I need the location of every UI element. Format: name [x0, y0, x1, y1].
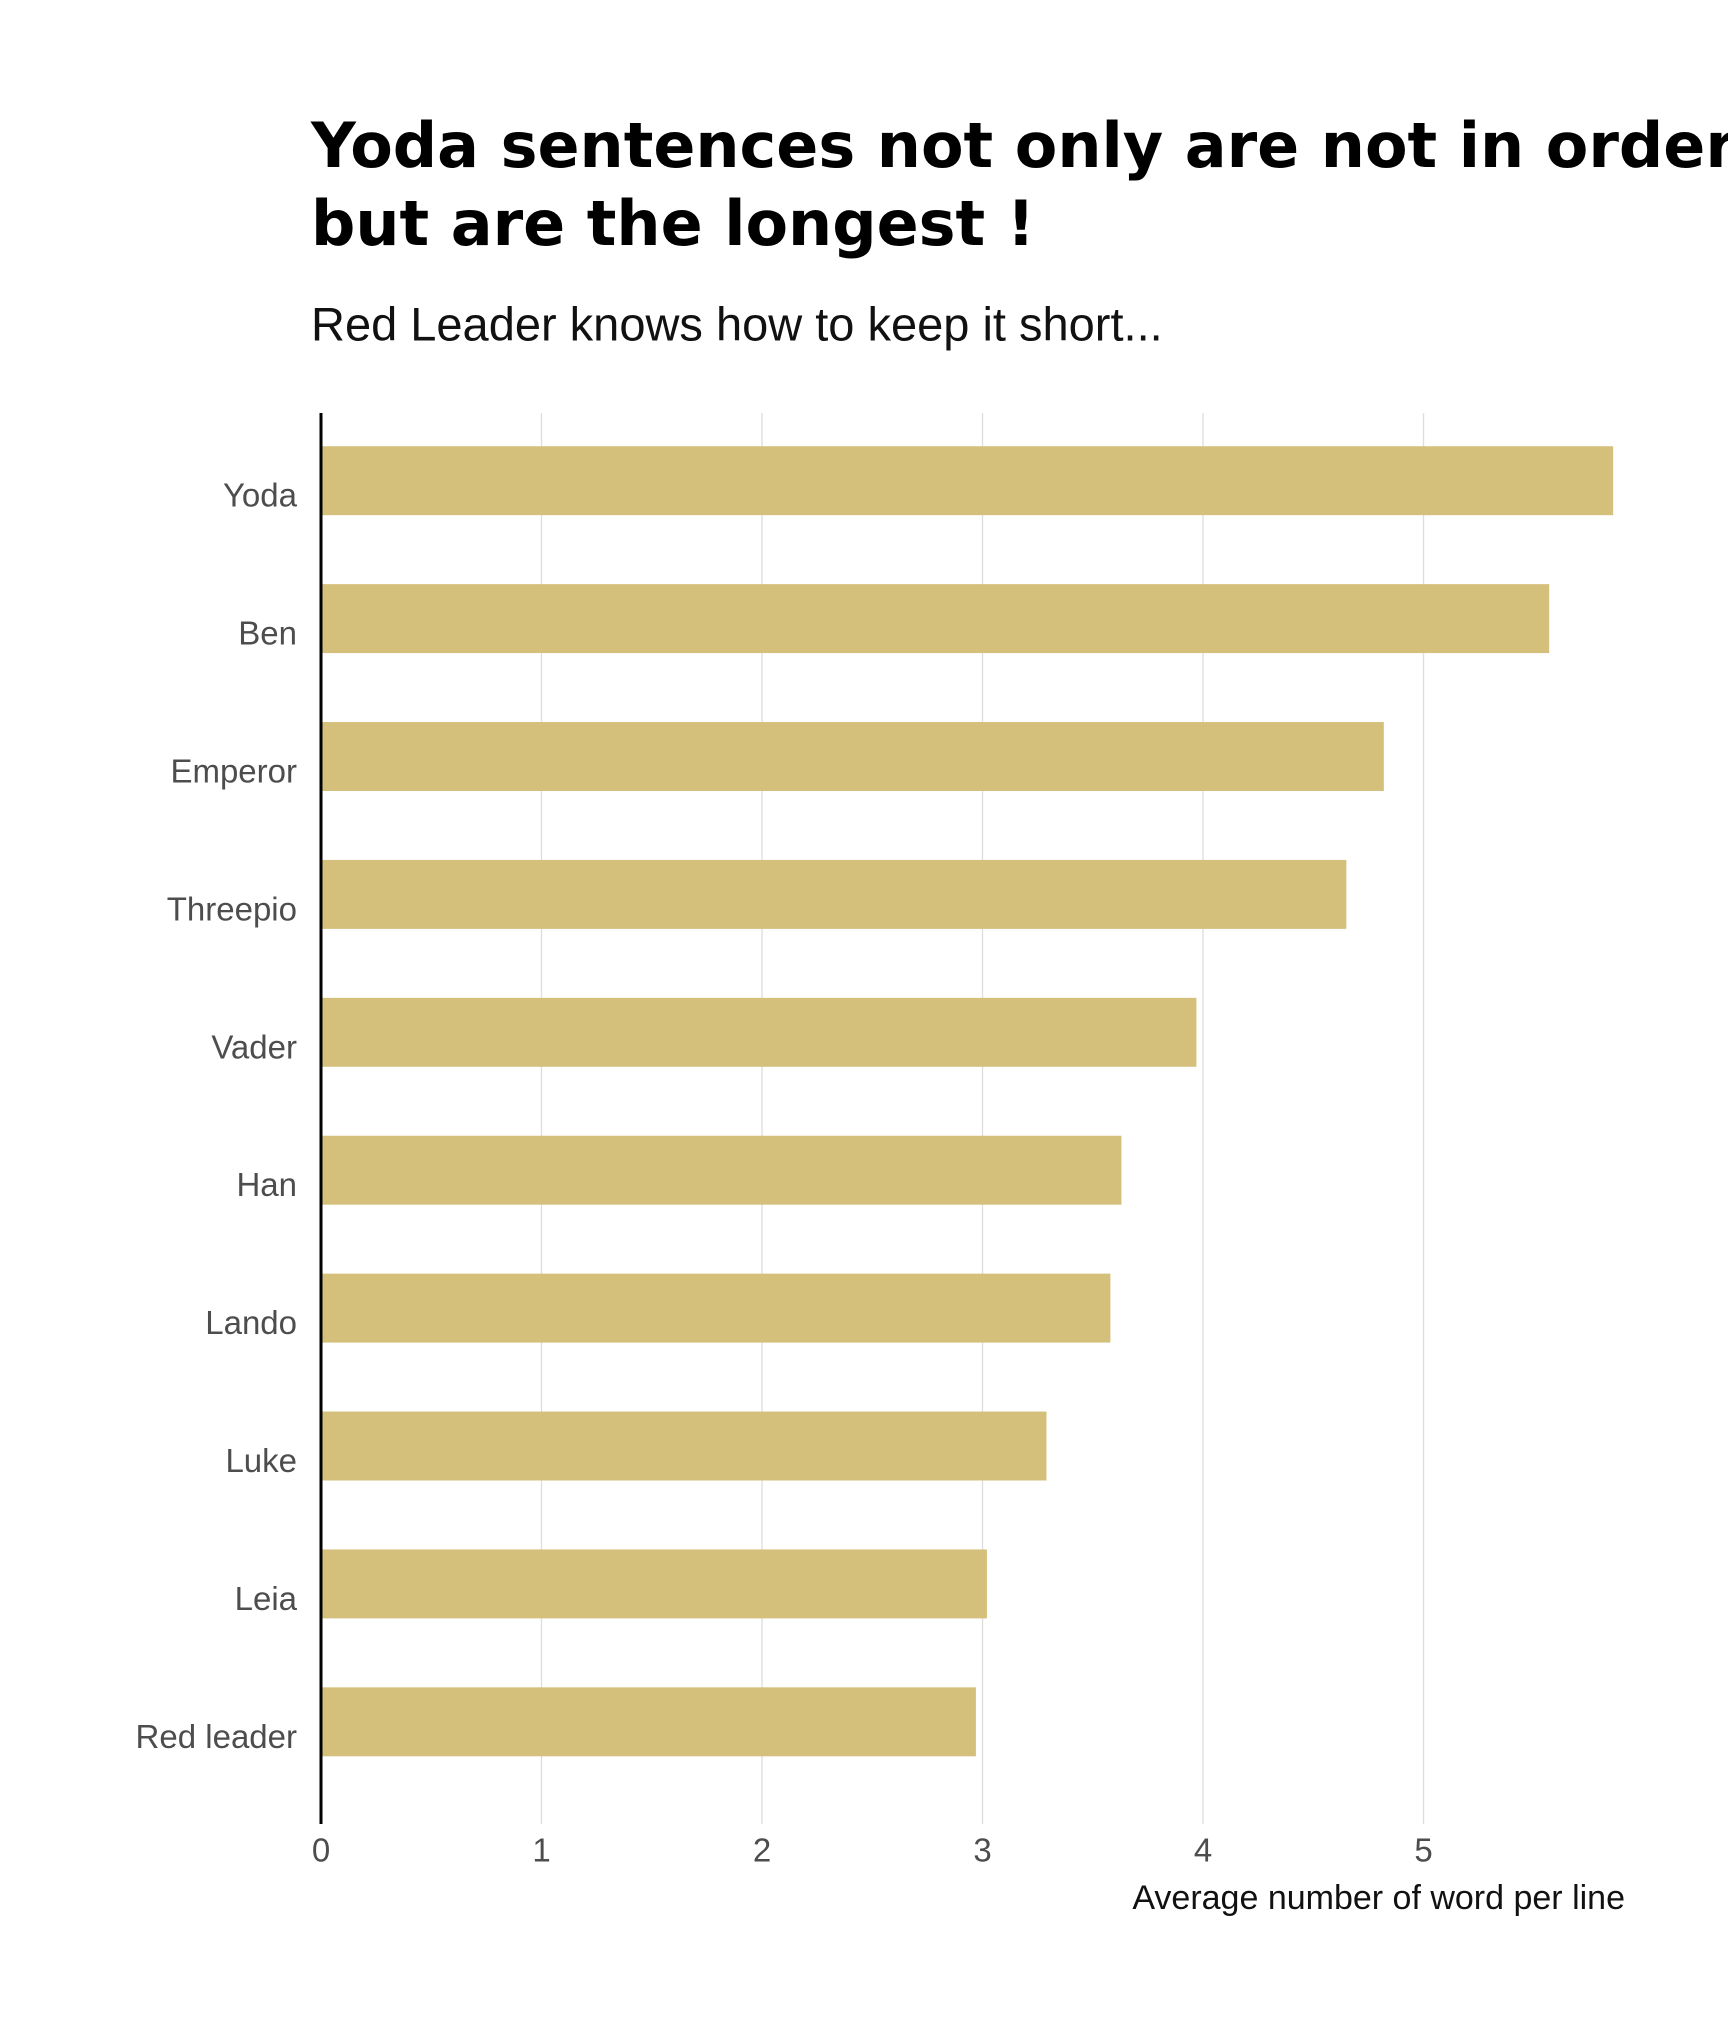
chart-subtitle: Red Leader knows how to keep it short... — [311, 297, 1163, 350]
x-axis-label: Average number of word per line — [1132, 1879, 1625, 1917]
chart-title: but are the longest ! — [311, 187, 1035, 260]
y-tick-label: Threepio — [167, 890, 297, 927]
bar — [321, 1687, 976, 1757]
y-tick-label: Vader — [211, 1028, 297, 1065]
bar — [321, 859, 1347, 929]
bar — [321, 722, 1384, 791]
x-tick-label: 0 — [312, 1832, 330, 1869]
y-tick-label: Han — [236, 1166, 297, 1203]
y-tick-label: Ben — [238, 615, 297, 652]
bar — [321, 1411, 1047, 1481]
x-tick-label: 3 — [973, 1832, 991, 1869]
x-tick-label: 2 — [753, 1832, 771, 1869]
bar — [321, 1549, 987, 1619]
chart-title: Yoda sentences not only are not in order — [310, 109, 1728, 182]
bar — [321, 446, 1614, 516]
x-tick-label: 1 — [532, 1832, 550, 1869]
y-tick-label: Yoda — [223, 477, 298, 514]
y-tick-label: Luke — [225, 1442, 297, 1479]
x-tick-label: 4 — [1194, 1832, 1212, 1869]
bar — [321, 1273, 1111, 1343]
x-tick-label: 5 — [1414, 1832, 1432, 1869]
y-tick-label: Emperor — [170, 752, 297, 789]
bar — [321, 1135, 1122, 1205]
bar — [321, 997, 1197, 1067]
y-tick-label: Leia — [235, 1580, 298, 1617]
y-tick-label: Red leader — [136, 1718, 297, 1755]
bar — [321, 584, 1550, 654]
y-tick-label: Lando — [205, 1304, 297, 1341]
